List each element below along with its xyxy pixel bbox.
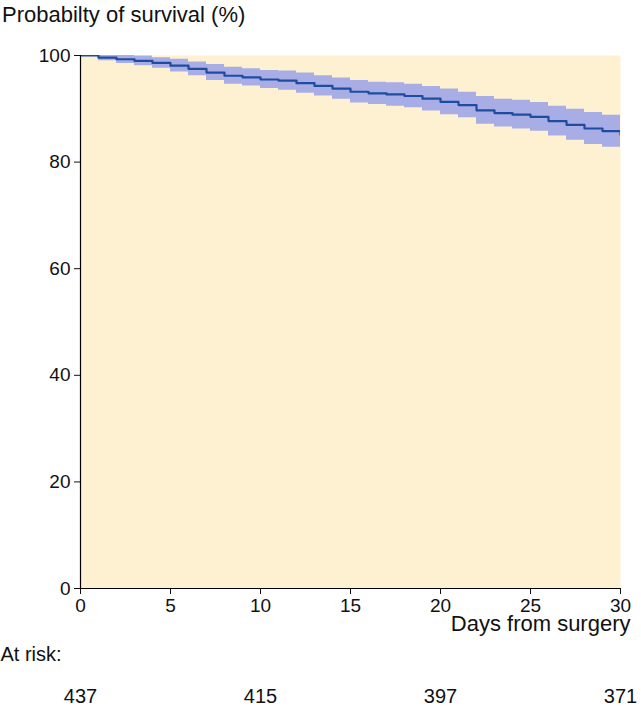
html-text:Probabilty of survival (%): Probabilty of survival (%) <box>2 2 246 27</box>
svg-text:Days from surgery: Days from surgery <box>451 611 631 636</box>
svg-text:0: 0 <box>60 578 71 599</box>
svg-text:60: 60 <box>49 258 70 279</box>
svg-text:20: 20 <box>49 471 70 492</box>
svg-text:371: 371 <box>604 685 637 707</box>
svg-text:5: 5 <box>165 595 176 616</box>
svg-text:397: 397 <box>424 685 457 707</box>
svg-text:0: 0 <box>75 595 86 616</box>
svg-text:80: 80 <box>49 151 70 172</box>
svg-text:10: 10 <box>250 595 271 616</box>
svg-text:415: 415 <box>244 685 277 707</box>
svg-text:15: 15 <box>340 595 361 616</box>
svg-text:100: 100 <box>39 45 71 66</box>
svg-text:40: 40 <box>49 364 70 385</box>
svg-text:437: 437 <box>64 685 97 707</box>
svg-text:30: 30 <box>609 595 632 616</box>
svg-text:At risk:: At risk: <box>1 643 62 665</box>
svg-text:25: 25 <box>519 595 542 616</box>
svg-text:20: 20 <box>430 595 451 616</box>
